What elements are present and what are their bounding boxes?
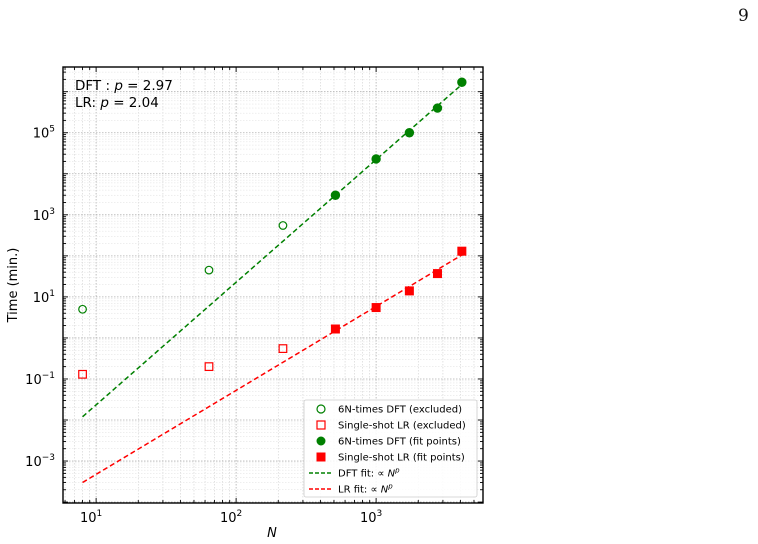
annotation-dft-exponent: DFT : p = 2.97	[75, 78, 173, 94]
plot-frame	[62, 66, 484, 504]
lr-fit-point	[457, 246, 467, 256]
y-tick-label-base: 10	[33, 291, 50, 306]
legend-label-lr-fit-text: LR fit: ∝	[338, 485, 381, 496]
legend-label-dft-excluded: 6N-times DFT (excluded)	[338, 405, 462, 416]
legend-marker-dft-fit-points	[316, 436, 326, 446]
y-tick-label-base: 10	[33, 209, 50, 224]
y-tick-label: 105	[33, 125, 55, 142]
data-points	[78, 77, 467, 379]
y-tick-label-base: 10	[25, 373, 42, 388]
page-number: 9	[738, 6, 749, 26]
dft-fit-point	[404, 128, 415, 138]
fit-lines	[82, 83, 463, 484]
annotation-lr-exponent: LR: p = 2.04	[75, 95, 159, 111]
y-tick-label-exponent: 3	[49, 207, 55, 217]
lr-excluded-point	[278, 344, 288, 353]
dft-fit-point	[330, 190, 341, 200]
legend-label-lr-fit: LR fit: ∝ Np	[338, 483, 393, 496]
y-axis-label: Time (min.)	[6, 248, 21, 324]
legend-label-dft-excluded-text: -times DFT (excluded)	[352, 405, 462, 416]
y-tick-label-base: 10	[33, 127, 50, 142]
legend-label-dft-fit-points-text: -times DFT (fit points)	[352, 437, 461, 448]
legend-box	[303, 399, 478, 498]
dft-excluded-point	[278, 221, 288, 230]
legend-marker-dft-excluded	[316, 404, 326, 414]
annotation-dft-var: p	[113, 78, 123, 94]
legend: 6N-times DFT (excluded) Single-shot LR (…	[303, 399, 478, 498]
y-tick-label-exponent: −1	[42, 371, 55, 381]
x-tick-label-exponent: 2	[237, 509, 243, 519]
x-tick-label-base: 10	[360, 511, 377, 526]
legend-label-lr-excluded: Single-shot LR (excluded)	[338, 421, 466, 432]
y-tick-label: 101	[33, 289, 55, 306]
x-tick-label: 102	[220, 509, 242, 526]
y-tick-label-exponent: −3	[42, 453, 55, 463]
dft-fit-point	[371, 154, 381, 164]
legend-label-lr-fit-points: Single-shot LR (fit points)	[338, 453, 465, 464]
y-tick-label: 103	[33, 207, 55, 224]
y-tick-label: 10−1	[25, 371, 55, 388]
annotation-lr-var: p	[99, 95, 109, 111]
x-axis-label: N	[267, 526, 277, 541]
x-tick-label: 101	[80, 509, 102, 526]
legend-label-dft-excluded-prefix: 6N	[338, 405, 352, 416]
dft-fit-point	[432, 103, 443, 113]
y-tick-label: 10−3	[25, 453, 55, 470]
legend-label-dft-fit-points-prefix: 6N	[338, 437, 352, 448]
legend-marker-lr-fit-points	[316, 452, 326, 462]
lr-excluded-point	[204, 362, 214, 372]
dft-excluded-point	[204, 265, 214, 275]
annotation-dft-prefix: DFT :	[75, 78, 114, 94]
y-tick-label-base: 10	[25, 455, 42, 470]
dft-excluded-point	[78, 304, 87, 314]
lr-fit-point	[330, 324, 340, 334]
x-tick-label-base: 10	[80, 511, 97, 526]
lr-fit-line	[82, 254, 463, 484]
legend-label-lr-fit-var: N	[381, 485, 389, 496]
x-tick-label-exponent: 3	[377, 509, 383, 519]
grid-lines	[63, 67, 483, 503]
annotation-lr-value: = 2.04	[109, 95, 159, 111]
legend-marker-lr-excluded	[316, 420, 326, 430]
legend-label-dft-fit-points: 6N-times DFT (fit points)	[338, 437, 461, 448]
legend-label-lr-fit-sup: p	[387, 483, 393, 491]
y-tick-label-exponent: 1	[49, 289, 55, 299]
x-tick-label-exponent: 1	[97, 509, 103, 519]
legend-label-dft-fit: DFT fit: ∝ Np	[338, 467, 400, 480]
x-tick-label: 103	[360, 509, 382, 526]
lr-fit-point	[371, 303, 381, 313]
legend-label-dft-fit-sup: p	[394, 467, 400, 475]
annotation-lr-prefix: LR:	[75, 95, 100, 111]
dft-fit-point	[457, 77, 467, 87]
y-tick-label-exponent: 5	[49, 125, 55, 135]
dft-fit-line	[82, 83, 463, 418]
annotation-dft-value: = 2.97	[123, 78, 173, 94]
legend-label-dft-fit-text: DFT fit: ∝	[338, 469, 388, 480]
lr-fit-point	[404, 286, 414, 296]
legend-label-dft-fit-var: N	[388, 469, 396, 480]
lr-excluded-point	[78, 369, 87, 379]
lr-fit-point	[432, 269, 442, 279]
axis-ticks	[63, 66, 483, 503]
x-tick-label-base: 10	[220, 511, 237, 526]
